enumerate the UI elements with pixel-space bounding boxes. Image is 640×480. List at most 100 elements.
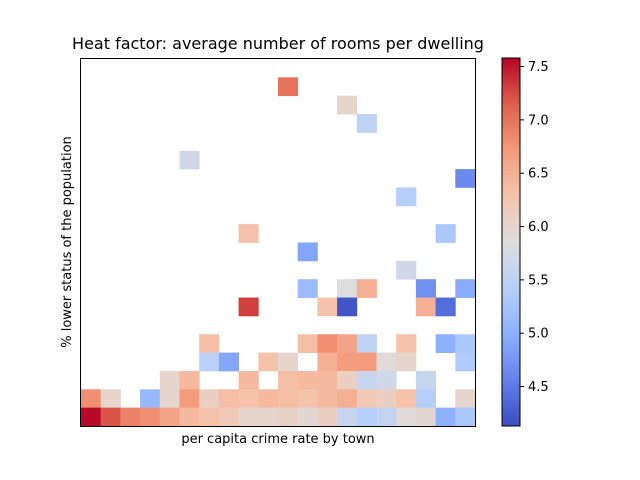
- heatmap-cell: [396, 389, 417, 409]
- heatmap-cell: [455, 334, 476, 353]
- heatmap-cell: [159, 407, 180, 427]
- heatmap-cell: [376, 389, 397, 409]
- colorbar: [502, 58, 520, 426]
- heatmap-cell: [455, 169, 476, 188]
- heatmap-cell: [337, 407, 358, 427]
- heatmap-cell: [297, 334, 318, 353]
- heatmap-cell: [238, 389, 259, 409]
- heatmap-cell: [415, 297, 436, 317]
- heatmap-cell: [415, 389, 436, 409]
- heatmap-cell: [278, 352, 299, 372]
- heatmap-cell: [120, 407, 141, 427]
- heatmap-cell: [297, 279, 318, 298]
- colorbar-tick-label: 6.0: [528, 220, 549, 235]
- heatmap-cell: [238, 370, 259, 390]
- heatmap-cell: [356, 389, 377, 409]
- heatmap-cell: [140, 389, 161, 409]
- heatmap-cell: [396, 352, 417, 372]
- heatmap-cell: [179, 150, 200, 170]
- heatmap-cell: [455, 407, 476, 427]
- heatmap-cell: [81, 389, 102, 409]
- heatmap-cell: [337, 95, 358, 115]
- heatmap-cell: [199, 334, 220, 353]
- heatmap-cell: [435, 224, 456, 243]
- heatmap-cell: [435, 297, 456, 317]
- colorbar-ticks: 4.5 5.0 5.5 6.0 6.5 7.0 7.5: [520, 60, 549, 395]
- heatmap-cell: [455, 389, 476, 409]
- heatmap-cell: [179, 370, 200, 390]
- heatmap-cell: [258, 352, 279, 372]
- heatmap-cell: [337, 389, 358, 409]
- heatmap-cell: [81, 407, 102, 427]
- heatmap-cell: [435, 334, 456, 353]
- heatmap-cell: [317, 334, 338, 353]
- heatmap-cell: [258, 407, 279, 427]
- heatmap-cell: [337, 370, 358, 390]
- heatmap-cell: [356, 279, 377, 298]
- chart-title: Heat factor: average number of rooms per…: [72, 34, 484, 53]
- heatmap-cell: [278, 407, 299, 427]
- heatmap-cell: [100, 407, 121, 427]
- heatmap-cell: [278, 389, 299, 409]
- y-axis-label: % lower status of the population: [60, 136, 75, 348]
- heatmap-cell: [218, 407, 239, 427]
- heatmap-cell: [297, 242, 318, 262]
- heatmap-cell: [455, 279, 476, 298]
- heatmap-cell: [278, 370, 299, 390]
- colorbar-tick-label: 7.0: [528, 113, 549, 128]
- colorbar-tick-label: 4.5: [528, 380, 549, 395]
- heatmap-cell: [199, 352, 220, 372]
- heatmap-cell: [396, 187, 417, 207]
- heatmap-cell: [199, 407, 220, 427]
- colorbar-tick-label: 5.5: [528, 273, 549, 288]
- heatmap-cell: [415, 370, 436, 390]
- heatmap-cell: [415, 279, 436, 298]
- heatmap-cell: [258, 389, 279, 409]
- x-axis-label: per capita crime rate by town: [181, 432, 374, 447]
- heatmap-cell: [179, 389, 200, 409]
- heatmap-cell: [337, 279, 358, 298]
- heatmap-cell: [238, 297, 259, 317]
- heatmap-cell: [159, 389, 180, 409]
- heatmap-cell: [317, 297, 338, 317]
- heatmap-cell: [179, 407, 200, 427]
- heatmap-cell: [100, 389, 121, 409]
- heatmap-cell: [455, 352, 476, 372]
- heatmap-cell: [238, 224, 259, 243]
- heatmap-cell: [317, 370, 338, 390]
- heatmap-cell: [396, 334, 417, 353]
- heatmap-cell: [356, 407, 377, 427]
- heatmap-cells: [81, 77, 476, 427]
- heatmap-cell: [317, 389, 338, 409]
- colorbar-tick-label: 7.5: [528, 60, 549, 75]
- heatmap-cell: [218, 352, 239, 372]
- heatmap-cell: [376, 370, 397, 390]
- heatmap-cell: [376, 407, 397, 427]
- heatmap-cell: [297, 389, 318, 409]
- colorbar-tick-label: 5.0: [528, 327, 549, 342]
- heatmap-cell: [356, 352, 377, 372]
- colorbar-tick-label: 6.5: [528, 167, 549, 182]
- heatmap-cell: [396, 260, 417, 280]
- heatmap-cell: [218, 389, 239, 409]
- heatmap-cell: [159, 370, 180, 390]
- heatmap-cell: [337, 297, 358, 317]
- heatmap-cell: [376, 352, 397, 372]
- heatmap-cell: [435, 407, 456, 427]
- heatmap-cell: [356, 114, 377, 133]
- heatmap-cell: [337, 334, 358, 353]
- heatmap-cell: [396, 407, 417, 427]
- heatmap-cell: [297, 370, 318, 390]
- heatmap-cell: [356, 334, 377, 353]
- heatmap-cell: [199, 389, 220, 409]
- heatmap-cell: [356, 370, 377, 390]
- heatmap-cell: [317, 352, 338, 372]
- heatmap-cell: [297, 407, 318, 427]
- heatmap-cell: [238, 407, 259, 427]
- heatmap-cell: [317, 407, 338, 427]
- heatmap-cell: [278, 77, 299, 97]
- plot-frame: [80, 58, 476, 427]
- heatmap-cell: [337, 352, 358, 372]
- heatmap-cell: [140, 407, 161, 427]
